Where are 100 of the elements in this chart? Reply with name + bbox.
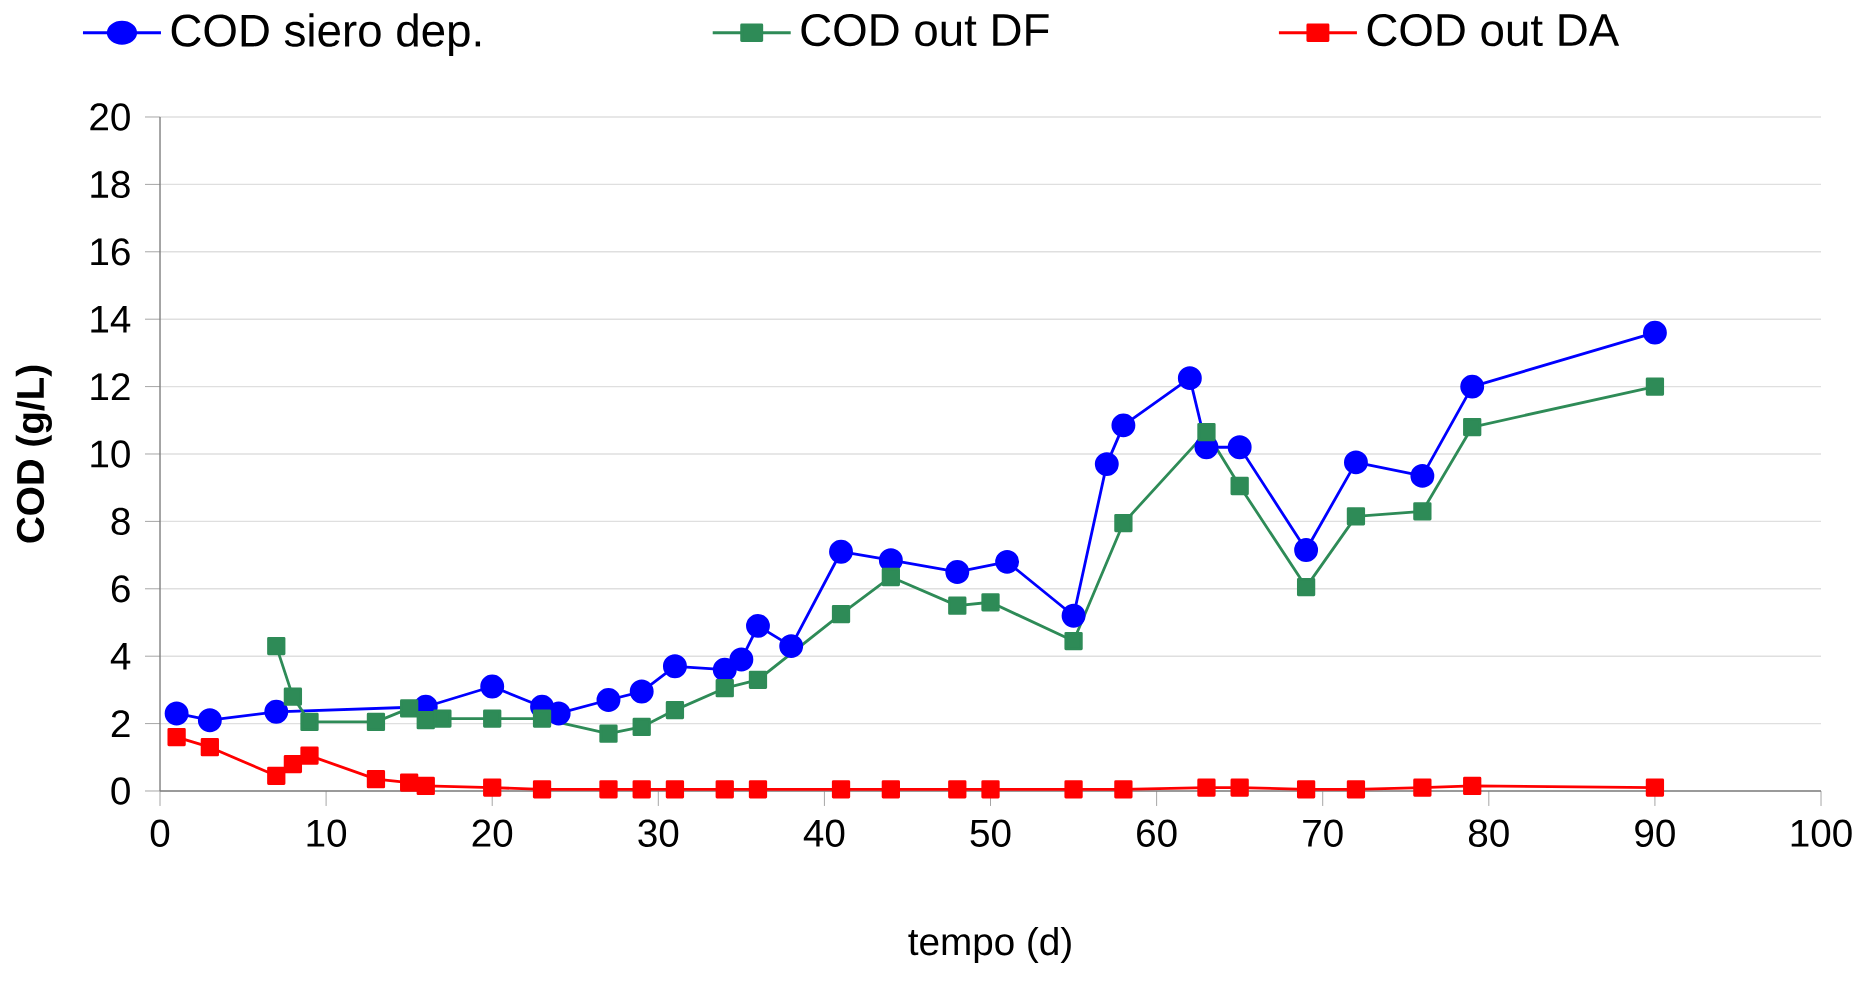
point xyxy=(1061,603,1086,628)
point xyxy=(599,780,618,799)
point xyxy=(665,780,685,799)
point xyxy=(995,549,1020,574)
point xyxy=(881,780,900,799)
x-tick-label: 40 xyxy=(803,819,845,847)
x-tick-label: 100 xyxy=(1791,819,1852,847)
point xyxy=(1064,631,1083,651)
point xyxy=(1460,374,1485,399)
point xyxy=(748,670,768,689)
x-tick-label: 0 xyxy=(150,819,170,847)
point xyxy=(483,778,502,797)
legend-label: COD out DA xyxy=(1367,13,1620,47)
point xyxy=(416,776,435,796)
point xyxy=(1294,538,1319,562)
y-tick-label: 6 xyxy=(111,575,130,603)
x-tick-label: 50 xyxy=(970,819,1011,847)
point xyxy=(1463,417,1482,437)
y-tick-label: 4 xyxy=(110,642,131,670)
point xyxy=(283,687,303,706)
y-tick-label: 0 xyxy=(111,777,130,805)
point xyxy=(197,708,222,733)
point xyxy=(1413,778,1432,797)
x-tick-label: 70 xyxy=(1303,819,1343,847)
point xyxy=(831,780,851,799)
point xyxy=(629,679,654,704)
point xyxy=(267,766,286,785)
point xyxy=(1645,778,1665,797)
y-tick-label: 14 xyxy=(91,305,131,333)
legend-label: COD siero dep. xyxy=(171,13,481,56)
point xyxy=(831,604,851,624)
x-tick-label: 90 xyxy=(1635,819,1675,847)
y-tick-label: 12 xyxy=(91,373,130,401)
point xyxy=(948,596,967,615)
point xyxy=(729,647,754,672)
y-tick-label: 10 xyxy=(91,440,130,468)
point xyxy=(596,688,621,712)
point xyxy=(1463,776,1482,796)
point xyxy=(200,738,219,757)
y-tick-label: 20 xyxy=(90,103,130,131)
y-tick-label: 16 xyxy=(91,238,130,266)
point xyxy=(779,634,804,659)
point xyxy=(1410,463,1435,488)
point xyxy=(164,701,189,726)
point xyxy=(632,780,651,799)
point xyxy=(715,780,734,799)
point xyxy=(283,754,303,774)
point xyxy=(264,699,289,724)
point xyxy=(1111,413,1136,438)
point xyxy=(1642,320,1667,345)
point xyxy=(1346,780,1366,799)
point xyxy=(665,700,685,720)
point xyxy=(981,780,1000,799)
point xyxy=(1114,513,1133,533)
point xyxy=(532,780,552,799)
point xyxy=(981,593,1000,612)
point xyxy=(1230,476,1249,496)
point xyxy=(662,654,687,679)
point xyxy=(1227,435,1252,460)
point xyxy=(829,539,853,564)
legend-label: COD out DF xyxy=(801,13,1049,47)
point xyxy=(300,712,319,732)
point xyxy=(483,709,502,728)
point xyxy=(433,709,452,728)
point xyxy=(748,780,768,799)
point xyxy=(945,559,970,584)
x-tick-label: 60 xyxy=(1137,819,1177,847)
x-tick-label: 10 xyxy=(307,819,347,847)
point xyxy=(599,724,618,743)
point xyxy=(1296,780,1316,799)
point xyxy=(1346,507,1366,526)
point xyxy=(632,717,651,737)
point xyxy=(1094,452,1119,477)
point xyxy=(167,727,186,747)
point xyxy=(1296,577,1316,597)
y-tick-label: 8 xyxy=(111,507,130,536)
point xyxy=(1343,450,1368,475)
point xyxy=(1645,377,1665,396)
point xyxy=(532,709,552,728)
point xyxy=(400,773,419,792)
point xyxy=(1064,780,1083,799)
point xyxy=(366,712,386,732)
x-tick-label: 30 xyxy=(638,819,679,847)
point xyxy=(267,636,286,656)
point xyxy=(746,613,770,638)
y-axis-title: COD (g/L) xyxy=(15,365,52,543)
point xyxy=(1177,366,1202,391)
point xyxy=(480,674,505,699)
x-tick-label: 20 xyxy=(472,819,513,847)
point xyxy=(1197,422,1216,442)
point xyxy=(300,746,319,765)
x-axis-title: tempo (d) xyxy=(908,926,1071,963)
point xyxy=(1197,778,1216,797)
point xyxy=(715,679,734,698)
point xyxy=(400,699,419,718)
y-tick-label: 18 xyxy=(91,170,130,199)
y-tick-label: 2 xyxy=(111,710,130,738)
point xyxy=(881,567,900,587)
point xyxy=(1114,780,1133,799)
point xyxy=(1413,502,1432,521)
